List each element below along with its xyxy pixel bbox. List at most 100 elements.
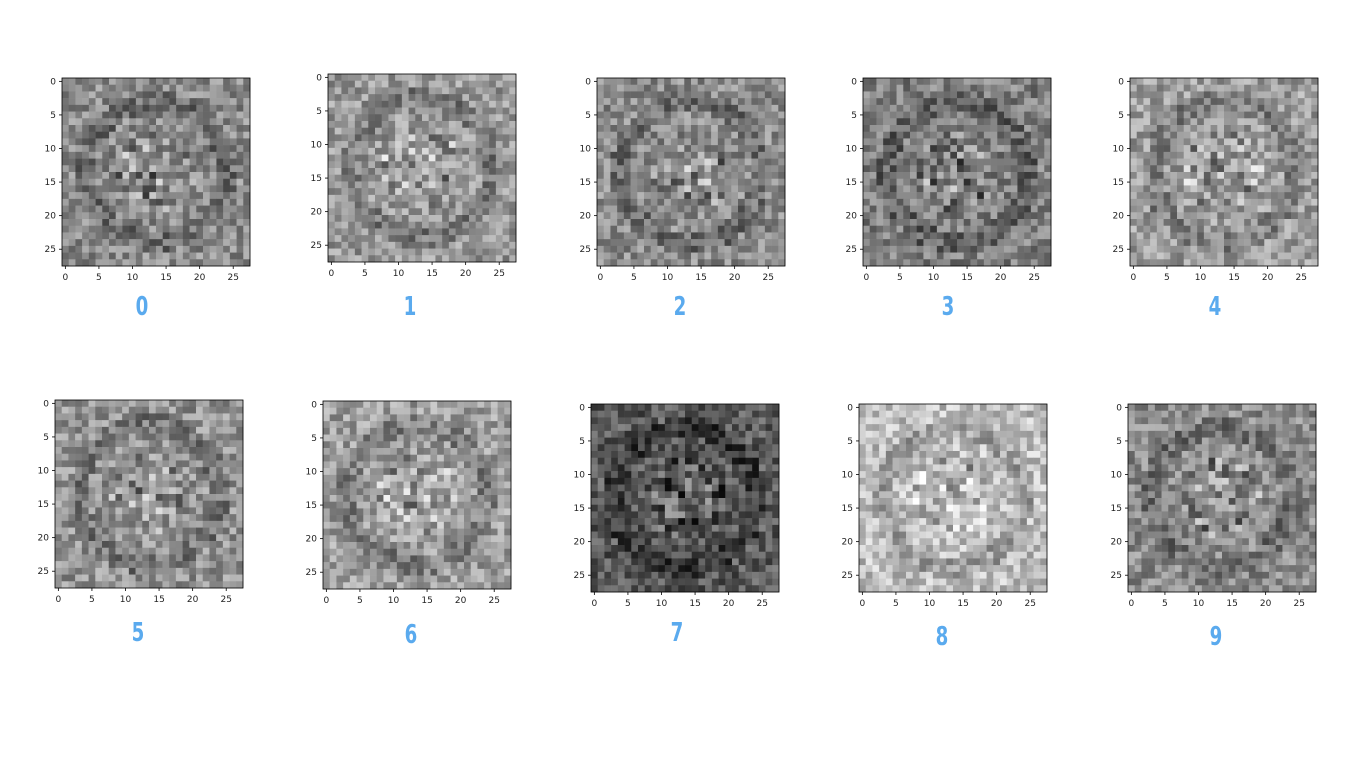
x-tick-label: 10: [393, 269, 405, 279]
y-tick-label: 5: [585, 111, 591, 121]
x-tick-label: 25: [227, 273, 238, 283]
weight-panel-1: 0 5 10 15 20 25 0 5 10 15 20 25: [300, 68, 517, 308]
y-tick-label: 10: [1113, 145, 1125, 155]
x-tick-label: 25: [493, 269, 504, 279]
x-tick-label: 15: [160, 273, 171, 283]
y-tick-label: 15: [580, 178, 591, 188]
x-tick-label: 25: [220, 595, 231, 605]
digit-label-1: 1: [403, 292, 417, 322]
x-tick-label: 5: [631, 273, 637, 283]
plot-frame: [862, 77, 1052, 267]
y-tick-label: 15: [846, 178, 857, 188]
y-tick-label: 5: [50, 111, 56, 121]
x-tick-label: 20: [460, 269, 472, 279]
y-tick-label: 15: [1111, 504, 1122, 514]
y-tick-label: 25: [842, 571, 853, 581]
weight-panel-6: 0 5 10 15 20 25 0 5 10 15 20 25: [295, 395, 512, 635]
x-tick-label: 20: [991, 599, 1003, 609]
x-tick-label: 5: [362, 269, 368, 279]
x-tick-label: 5: [893, 599, 899, 609]
weight-panel-3: 0 5 10 15 20 25 0 5 10 15 20 25: [835, 72, 1052, 312]
y-tick-label: 5: [851, 111, 857, 121]
x-tick-label: 0: [1130, 273, 1136, 283]
y-tick-label: 25: [311, 241, 322, 251]
heatmap-2: 0 5 10 15 20 25 0 5 10 15 20 25: [580, 77, 786, 283]
digit-label-6: 6: [404, 620, 418, 650]
heatmap-9: 0 5 10 15 20 25 0 5 10 15 20 25: [1111, 403, 1317, 609]
plot-frame: [590, 403, 780, 593]
x-tick-label: 5: [89, 595, 95, 605]
y-tick-label: 20: [1113, 212, 1125, 222]
weight-panel-8: 0 5 10 15 20 25 0 5 10 15 20 25: [831, 398, 1048, 638]
y-tick-label: 10: [306, 468, 318, 478]
x-tick-label: 15: [695, 273, 706, 283]
y-tick-label: 0: [50, 77, 56, 87]
weight-panel-9: 0 5 10 15 20 25 0 5 10 15 20 25: [1100, 398, 1317, 638]
x-tick-label: 25: [1295, 273, 1306, 283]
y-tick-label: 10: [846, 145, 858, 155]
x-tick-label: 10: [1193, 599, 1205, 609]
plot-frame: [1127, 403, 1317, 593]
y-tick-label: 25: [574, 571, 585, 581]
digit-label-7: 7: [670, 618, 684, 648]
y-tick-label: 25: [306, 568, 317, 578]
x-tick-label: 15: [153, 595, 164, 605]
digit-label-3: 3: [941, 292, 955, 322]
y-tick-label: 25: [1113, 245, 1124, 255]
y-tick-label: 0: [579, 403, 585, 413]
y-tick-label: 15: [38, 500, 49, 510]
weight-panel-0: 0 5 10 15 20 25 0 5 10 15 20 25: [34, 72, 251, 312]
y-tick-label: 10: [842, 471, 854, 481]
x-tick-label: 0: [1128, 599, 1134, 609]
y-tick-label: 0: [1118, 77, 1124, 87]
heatmap-3: 0 5 10 15 20 25 0 5 10 15 20 25: [846, 77, 1052, 283]
x-tick-label: 25: [1028, 273, 1039, 283]
x-tick-label: 15: [689, 599, 700, 609]
y-tick-label: 15: [311, 174, 322, 184]
y-tick-label: 20: [1111, 538, 1123, 548]
y-tick-label: 5: [316, 107, 322, 117]
x-tick-label: 20: [455, 596, 467, 606]
x-tick-label: 15: [421, 596, 432, 606]
digit-label-8: 8: [935, 622, 949, 652]
x-tick-label: 0: [62, 273, 68, 283]
y-tick-label: 0: [316, 73, 322, 83]
y-tick-label: 10: [45, 145, 57, 155]
plot-frame: [61, 77, 251, 267]
heatmap-5: 0 5 10 15 20 25 0 5 10 15 20 25: [38, 399, 244, 605]
plot-frame: [596, 77, 786, 267]
y-tick-label: 15: [45, 178, 56, 188]
y-tick-label: 15: [306, 501, 317, 511]
y-tick-label: 25: [1111, 571, 1122, 581]
x-tick-label: 0: [591, 599, 597, 609]
x-tick-label: 25: [1293, 599, 1304, 609]
x-tick-label: 5: [1164, 273, 1170, 283]
y-tick-label: 20: [311, 208, 323, 218]
x-tick-label: 20: [723, 599, 735, 609]
plot-frame: [858, 403, 1048, 593]
y-tick-label: 20: [846, 212, 858, 222]
x-tick-label: 25: [756, 599, 767, 609]
x-tick-label: 0: [863, 273, 869, 283]
digit-label-9: 9: [1209, 622, 1223, 652]
y-tick-label: 5: [43, 433, 49, 443]
heatmap-7: 0 5 10 15 20 25 0 5 10 15 20 25: [574, 403, 780, 609]
x-tick-label: 15: [426, 269, 437, 279]
x-tick-label: 5: [96, 273, 102, 283]
y-tick-label: 5: [311, 434, 317, 444]
x-tick-label: 5: [897, 273, 903, 283]
y-tick-label: 0: [851, 77, 857, 87]
y-tick-label: 25: [38, 567, 49, 577]
y-tick-label: 10: [311, 141, 323, 151]
weight-panel-4: 0 5 10 15 20 25 0 5 10 15 20 25: [1102, 72, 1319, 312]
y-tick-label: 0: [311, 400, 317, 410]
x-tick-label: 5: [357, 596, 363, 606]
digit-label-4: 4: [1208, 292, 1222, 322]
y-tick-label: 20: [306, 535, 318, 545]
y-tick-label: 20: [38, 534, 50, 544]
x-tick-label: 15: [1228, 273, 1239, 283]
y-tick-label: 10: [1111, 471, 1123, 481]
digit-label-5: 5: [131, 618, 145, 648]
heatmap-8: 0 5 10 15 20 25 0 5 10 15 20 25: [842, 403, 1048, 609]
y-tick-label: 25: [580, 245, 591, 255]
